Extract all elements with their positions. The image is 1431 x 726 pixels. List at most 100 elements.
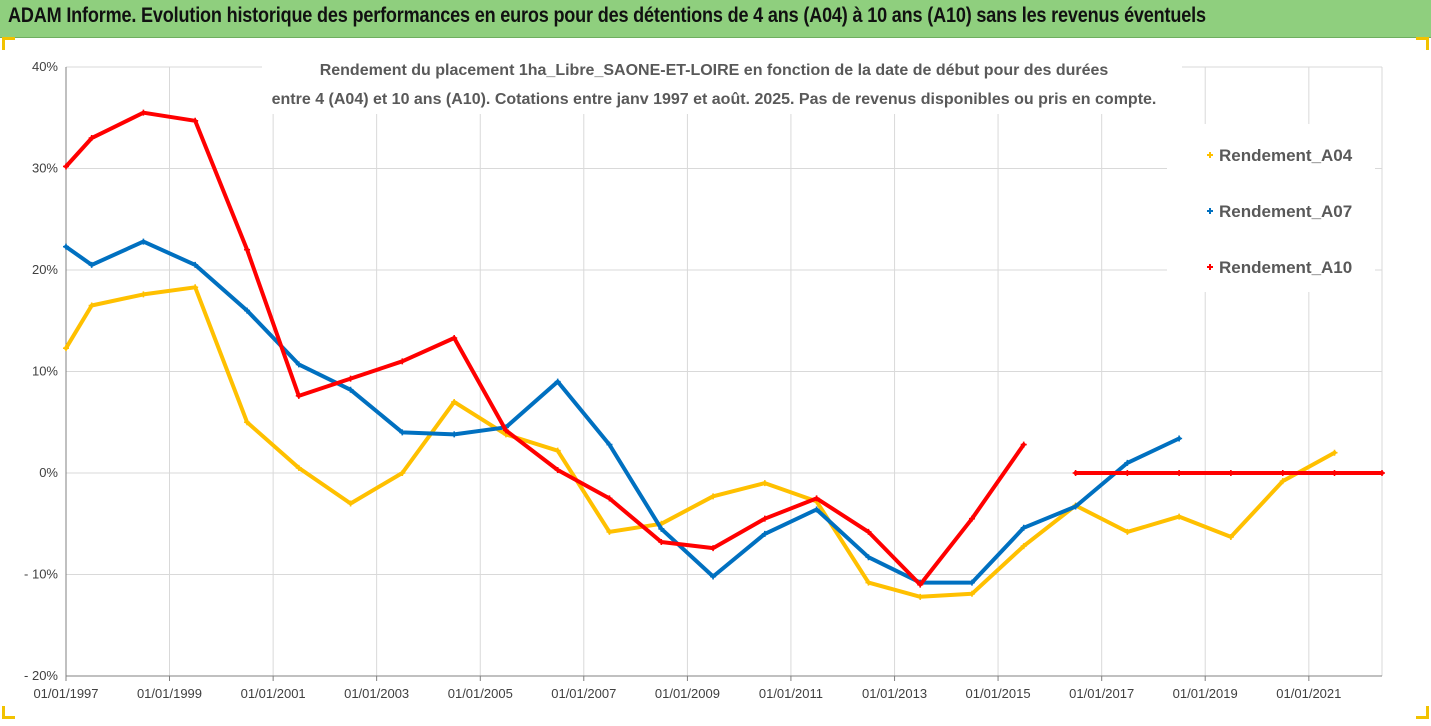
data-point <box>88 135 95 142</box>
x-tick-label: 01/01/2003 <box>344 686 409 701</box>
line-chart: 40% 30% 20% 10% 0% - 10% - 20% 01/01/1997 01/01/… <box>24 50 1385 701</box>
chart-title-line-2: entre 4 (A04) et 10 ans (A10). Cotations… <box>272 91 1157 108</box>
data-point <box>451 431 458 438</box>
data-point <box>761 480 768 487</box>
x-tick-label: 01/01/2017 <box>1069 686 1134 701</box>
data-point <box>347 500 354 507</box>
x-tick-label: 01/01/2005 <box>448 686 513 701</box>
data-point <box>1072 470 1079 476</box>
chart-title-line-1: Rendement du placement 1ha_Libre_SAONE-E… <box>320 62 1109 79</box>
data-point <box>1279 478 1286 485</box>
data-point <box>1020 543 1027 550</box>
data-point <box>347 386 354 393</box>
data-point <box>968 579 975 586</box>
y-tick-label: - 20% <box>24 668 58 683</box>
data-point <box>451 398 458 405</box>
data-point <box>1124 470 1131 476</box>
data-point <box>63 345 69 352</box>
data-point <box>606 495 613 502</box>
series-rendement-a07 <box>63 238 1183 586</box>
data-point <box>140 291 147 298</box>
frame-corner-top-left <box>2 37 15 50</box>
series-line-rendement-a10 <box>64 110 1026 587</box>
data-point <box>1124 528 1131 535</box>
data-point <box>451 335 458 342</box>
data-point <box>244 246 251 253</box>
data-point <box>244 419 251 426</box>
x-tick-label: 01/01/2015 <box>966 686 1031 701</box>
x-tick-label: 01/01/2021 <box>1276 686 1341 701</box>
data-point <box>1124 459 1131 466</box>
data-point <box>658 539 665 546</box>
data-point <box>554 466 561 473</box>
data-point <box>968 590 975 597</box>
y-tick-label: 10% <box>32 364 58 379</box>
y-tick-label: - 10% <box>24 567 58 582</box>
data-point <box>968 515 975 522</box>
data-point <box>606 528 613 535</box>
data-point <box>140 238 147 245</box>
data-point <box>813 495 820 502</box>
data-point <box>710 493 717 500</box>
y-tick-label: 20% <box>32 262 58 277</box>
data-point <box>192 117 199 124</box>
data-point <box>295 464 302 471</box>
series-lines <box>63 109 1385 600</box>
data-point <box>917 593 924 600</box>
series-line-rendement-a04 <box>64 285 1337 599</box>
x-tick-label: 01/01/1997 <box>33 686 98 701</box>
x-tick-label: 01/01/2019 <box>1173 686 1238 701</box>
legend-marker <box>1207 208 1213 214</box>
data-point <box>1176 435 1183 442</box>
data-point <box>140 109 147 116</box>
data-point <box>710 545 717 552</box>
x-tick-label: 01/01/2013 <box>862 686 927 701</box>
data-point <box>813 506 820 513</box>
x-tick-label: 01/01/2007 <box>551 686 616 701</box>
x-tick-label: 01/01/2001 <box>241 686 306 701</box>
x-tick-label: 01/01/2011 <box>759 686 823 701</box>
data-point <box>606 441 613 448</box>
data-point <box>1331 449 1338 456</box>
legend-label: Rendement_A10 <box>1219 258 1352 277</box>
frame-corner-top-right <box>1416 37 1429 50</box>
legend: Rendement_A04 Rendement_A07 Rendement_A10 <box>1167 124 1375 292</box>
data-point <box>1176 513 1183 520</box>
data-point <box>192 284 199 291</box>
data-point <box>554 378 561 385</box>
frame-corner-bottom-right <box>1416 706 1429 719</box>
data-point <box>63 243 69 250</box>
chart-title-background <box>262 50 1182 114</box>
y-tick-label: 30% <box>32 161 58 176</box>
report-banner: ADAM Informe. Evolution historique des p… <box>0 0 1431 38</box>
data-point <box>554 447 561 454</box>
axes: 40% 30% 20% 10% 0% - 10% - 20% 01/01/1997 01/01/… <box>24 59 1382 701</box>
data-point <box>399 470 406 476</box>
data-point <box>1279 470 1286 476</box>
data-point <box>295 361 302 368</box>
data-point <box>1020 524 1027 531</box>
data-point <box>865 528 872 535</box>
data-point <box>295 392 302 399</box>
data-point <box>347 375 354 382</box>
data-point <box>192 261 199 268</box>
frame-corner-bottom-left <box>2 706 15 719</box>
data-point <box>502 427 509 434</box>
y-tick-label: 0% <box>39 465 58 480</box>
chart-area: 40% 30% 20% 10% 0% - 10% - 20% 01/01/1997 01/01/… <box>0 38 1431 721</box>
series-rendement-a04 <box>63 284 1338 600</box>
legend-label: Rendement_A07 <box>1219 202 1352 221</box>
data-point <box>761 530 768 537</box>
data-point <box>1072 503 1079 510</box>
data-point <box>761 515 768 522</box>
data-point <box>88 261 95 268</box>
data-point <box>1331 470 1338 476</box>
legend-marker <box>1207 152 1213 158</box>
data-point <box>244 307 251 314</box>
data-point <box>63 163 69 170</box>
legend-marker <box>1207 264 1213 270</box>
data-point <box>1379 470 1385 476</box>
y-tick-label: 40% <box>32 59 58 74</box>
x-tick-label: 01/01/2009 <box>655 686 720 701</box>
data-point <box>1227 533 1234 540</box>
